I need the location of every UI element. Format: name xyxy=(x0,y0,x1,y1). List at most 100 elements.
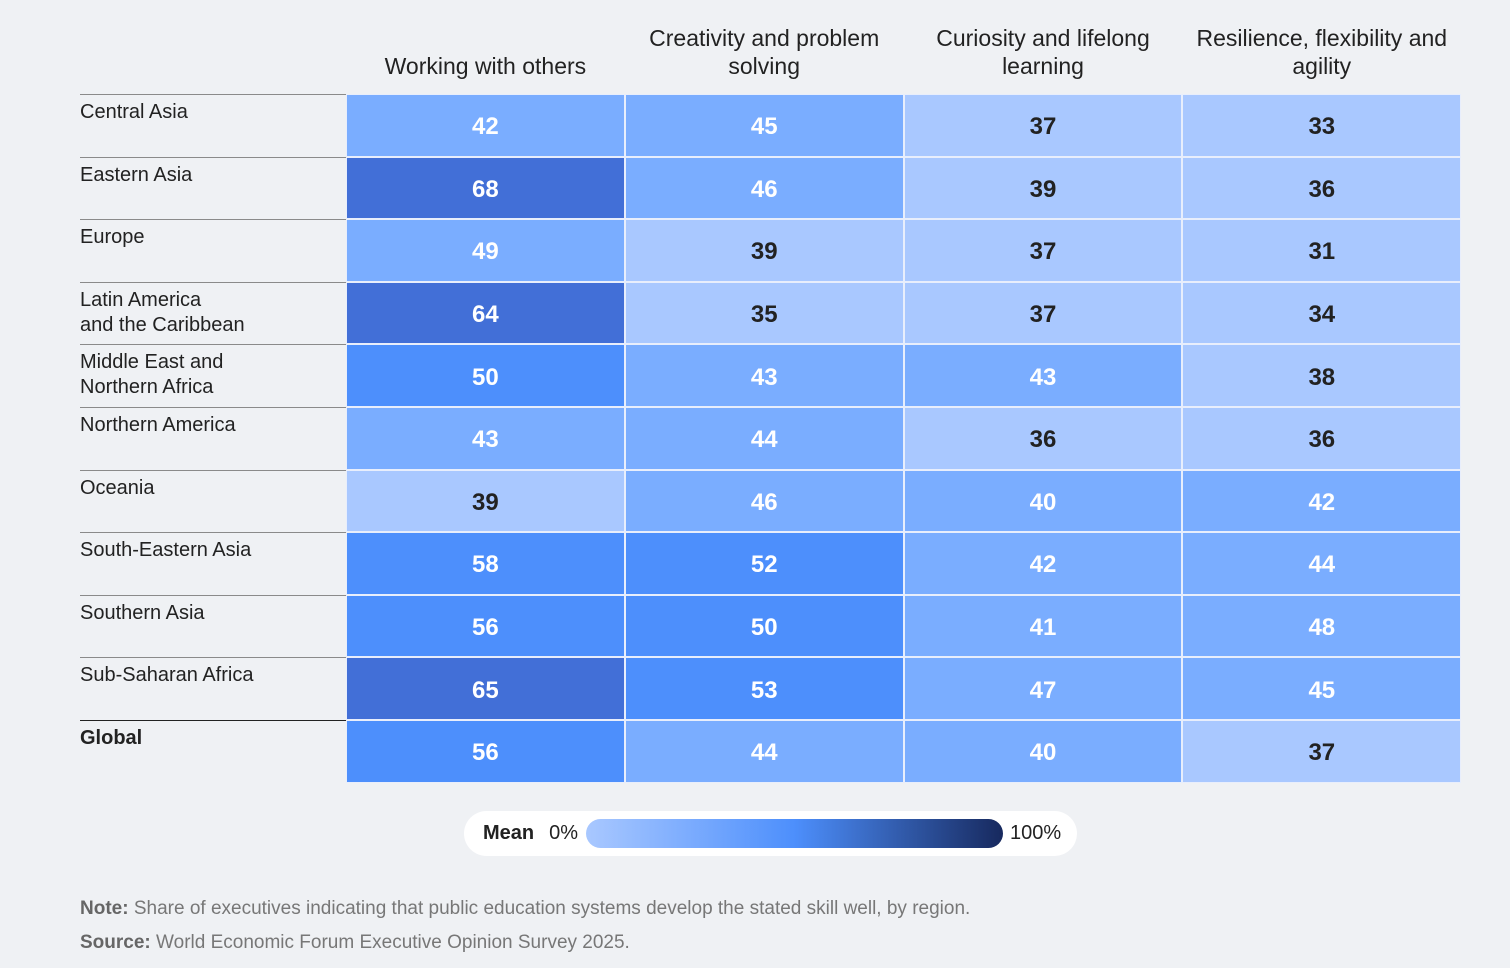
heatmap-cell xyxy=(1182,344,1462,407)
cell-value: 53 xyxy=(750,676,778,704)
cell-value: 68 xyxy=(472,175,499,203)
heatmap-cell xyxy=(1182,720,1462,783)
cell-value: 42 xyxy=(472,113,499,141)
cell-value: 43 xyxy=(1029,363,1057,391)
source-label: Source: xyxy=(80,932,151,953)
cell-value: 39 xyxy=(472,488,499,516)
heatmap-cell xyxy=(624,281,904,345)
cell-value: 39 xyxy=(750,238,778,266)
cell-value: 40 xyxy=(1029,488,1057,516)
row-label: Sub-Saharan Africa xyxy=(80,657,346,720)
cell-value: 44 xyxy=(750,739,778,767)
row-label: Middle East and Northern Africa xyxy=(80,344,346,407)
cell-value: 36 xyxy=(1029,426,1057,454)
row-label: Southern Asia xyxy=(80,594,346,658)
row-label: Northern America xyxy=(80,407,346,470)
row-label: Global xyxy=(80,720,346,783)
color-bar xyxy=(586,819,1003,848)
cell-value: 40 xyxy=(1029,739,1057,767)
heatmap-cell xyxy=(346,594,625,658)
cell-value: 56 xyxy=(472,614,499,642)
cell-value: 37 xyxy=(1029,301,1057,329)
heatmap-cell xyxy=(624,156,904,220)
cell-value: 43 xyxy=(472,426,499,454)
heatmap-cell xyxy=(903,219,1183,282)
cell-value: 37 xyxy=(1029,238,1057,266)
cell-value: 49 xyxy=(472,238,499,266)
heatmap-cell xyxy=(1182,469,1462,533)
heatmap-cell xyxy=(624,344,904,407)
heatmap-cell xyxy=(346,657,625,720)
heatmap-cell xyxy=(903,281,1183,345)
source-text: World Economic Forum Executive Opinion S… xyxy=(156,932,630,953)
heatmap-cell xyxy=(624,469,904,533)
source: Source: World Economic Forum Executive O… xyxy=(80,932,630,954)
heatmap-cell xyxy=(346,156,625,220)
heatmap-cell xyxy=(346,532,625,595)
heatmap-cell xyxy=(1182,657,1462,720)
heatmap-cell xyxy=(624,407,904,470)
cell-value: 47 xyxy=(1029,676,1057,704)
column-header: Curiosity and lifelong learning xyxy=(936,25,1150,79)
cell-value: 64 xyxy=(472,301,499,329)
cell-value: 58 xyxy=(472,551,499,579)
cell-value: 44 xyxy=(1308,551,1336,579)
heatmap-cell xyxy=(624,219,904,282)
cell-value: 34 xyxy=(1308,301,1336,329)
heatmap-cell xyxy=(903,657,1183,720)
cell-value: 46 xyxy=(750,175,778,203)
heatmap-cell xyxy=(346,94,625,157)
heatmap-cell xyxy=(1182,532,1462,595)
row-label: Central Asia xyxy=(80,94,346,157)
cell-value: 45 xyxy=(1308,676,1336,704)
column-header: Creativity and problem solving xyxy=(649,25,880,79)
cell-value: 41 xyxy=(1029,614,1057,642)
heatmap-cell xyxy=(1182,94,1462,157)
note-text: Share of executives indicating that publ… xyxy=(133,898,971,919)
legend: Mean 0% 100% xyxy=(464,811,1077,856)
column-header: Resilience, flexibility and agility xyxy=(1196,25,1448,79)
cell-value: 48 xyxy=(1308,614,1336,642)
cell-value: 39 xyxy=(1029,175,1057,203)
row-label: Eastern Asia xyxy=(80,156,346,220)
cell-value: 35 xyxy=(750,301,778,329)
heatmap-cell xyxy=(903,94,1183,157)
heatmap-cell xyxy=(1182,407,1462,470)
heatmap-cell xyxy=(624,532,904,595)
column-header: Working with others xyxy=(384,53,587,79)
row-label: Europe xyxy=(80,219,346,282)
legend-tick-label: 0% xyxy=(549,822,578,844)
heatmap-cell xyxy=(903,344,1183,407)
heatmap-cell xyxy=(346,720,625,783)
cell-value: 65 xyxy=(472,676,499,704)
heatmap-cell xyxy=(624,657,904,720)
heatmap-cell xyxy=(346,407,625,470)
heatmap-cell xyxy=(624,720,904,783)
cell-value: 46 xyxy=(750,488,778,516)
heatmap-cell xyxy=(346,344,625,407)
cell-value: 45 xyxy=(750,113,778,141)
heatmap-cell xyxy=(903,407,1183,470)
cell-value: 37 xyxy=(1308,739,1336,767)
cell-value: 56 xyxy=(472,739,499,767)
heatmap-cell xyxy=(903,720,1183,783)
cell-value: 42 xyxy=(1308,488,1336,516)
heatmap-cell xyxy=(1182,281,1462,345)
legend-title: Mean xyxy=(483,822,535,844)
heatmap-cell xyxy=(624,94,904,157)
heatmap-cell xyxy=(903,156,1183,220)
cell-value: 44 xyxy=(750,426,778,454)
cell-value: 33 xyxy=(1308,113,1336,141)
heatmap-cell xyxy=(346,281,625,345)
heatmap-cell xyxy=(1182,594,1462,658)
cell-value: 52 xyxy=(750,551,778,579)
note-label: Note: xyxy=(80,898,129,919)
row-label: South-Eastern Asia xyxy=(80,532,346,595)
heatmap-cell xyxy=(903,594,1183,658)
heatmap-cell xyxy=(903,532,1183,595)
cell-value: 38 xyxy=(1308,363,1336,391)
cell-value: 37 xyxy=(1029,113,1057,141)
cell-value: 50 xyxy=(750,614,778,642)
legend-tick-label: 100% xyxy=(1010,822,1062,844)
